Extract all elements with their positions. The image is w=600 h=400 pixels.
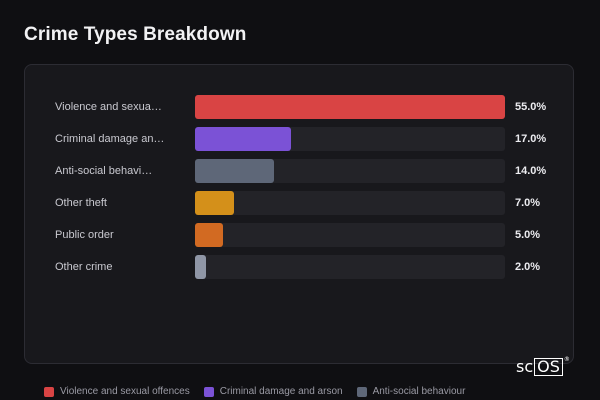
bar-row: Public order 5.0% — [25, 223, 573, 247]
logo-prefix: sc — [516, 357, 534, 376]
brand-logo: sc OS ® — [516, 356, 570, 376]
bar-label: Criminal damage an… — [55, 133, 165, 145]
legend-item: Criminal damage and arson — [203, 386, 343, 397]
bar-fill — [195, 127, 291, 151]
bar-fill — [195, 223, 224, 247]
bar-value: 14.0% — [515, 165, 547, 177]
legend-item: Anti-social behaviour — [356, 386, 466, 397]
logo-boxed-text: OS — [534, 358, 563, 376]
legend-swatch — [356, 386, 367, 397]
bar-fill — [195, 159, 274, 183]
bar-track — [195, 95, 505, 119]
legend-swatch — [44, 386, 54, 397]
bar-track — [195, 223, 505, 247]
bar-value: 55.0% — [515, 101, 547, 113]
bar-label: Violence and sexua… — [55, 101, 162, 113]
legend-label: Anti-social behaviour — [372, 386, 466, 397]
bar-track — [195, 255, 505, 279]
bar-label: Other crime — [55, 261, 113, 273]
bar-row: Other crime 2.0% — [25, 255, 573, 279]
page-title: Crime Types Breakdown — [24, 24, 247, 45]
bar-value: 7.0% — [515, 197, 541, 209]
legend-swatch — [203, 386, 214, 397]
bar-label: Anti-social behavi… — [55, 165, 153, 177]
legend-item: Violence and sexual offences — [44, 386, 190, 397]
bar-row: Other theft 7.0% — [25, 191, 573, 215]
bar-fill — [195, 95, 505, 119]
bar-row: Criminal damage an… 17.0% — [25, 127, 573, 151]
bar-track — [195, 159, 505, 183]
bar-row: Violence and sexua… 55.0% — [25, 95, 573, 119]
legend-label: Violence and sexual offences — [60, 386, 190, 397]
bar-fill — [195, 191, 235, 215]
bar-value: 2.0% — [515, 261, 541, 273]
bar-label: Other theft — [55, 197, 107, 209]
bar-fill — [195, 255, 207, 279]
bar-track — [195, 127, 505, 151]
registered-mark: ® — [563, 356, 570, 363]
chart-card: Violence and sexua… 55.0% Criminal damage … — [24, 64, 574, 364]
chart-legend: Violence and sexual offences Criminal dam… — [44, 386, 465, 397]
bar-track — [195, 191, 505, 215]
bar-row: Anti-social behavi… 14.0% — [25, 159, 573, 183]
bar-value: 17.0% — [515, 133, 547, 145]
legend-label: Criminal damage and arson — [219, 386, 343, 397]
bar-value: 5.0% — [515, 229, 541, 241]
bar-label: Public order — [55, 229, 114, 241]
